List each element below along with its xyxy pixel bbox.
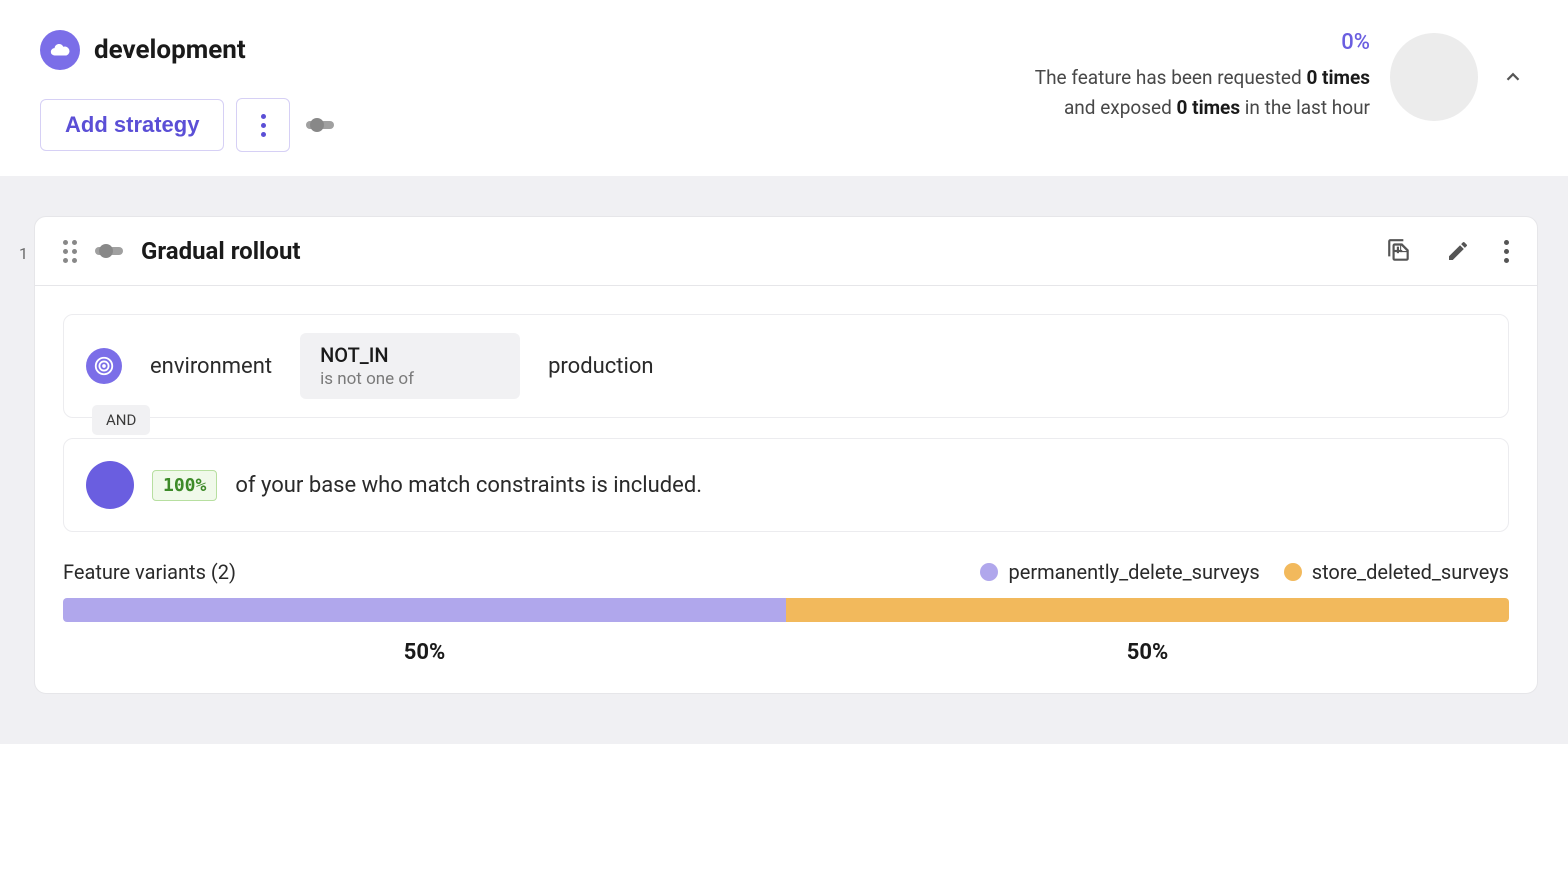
progress-circle [1390,33,1478,121]
strategy-card-body: environment NOT_IN is not one of product… [35,286,1537,693]
variants-title: Feature variants (2) [63,560,236,584]
environment-row: development [40,30,338,70]
rollout-indicator-icon [86,461,134,509]
strategy-header-left: Gradual rollout [63,237,301,265]
header-right: 0% The feature has been requested 0 time… [1035,30,1528,124]
constraint-box: environment NOT_IN is not one of product… [63,314,1509,418]
variant-pct-label: 50% [63,640,786,665]
rollout-box: 100% of your base who match constraints … [63,438,1509,532]
legend-dot-icon [1284,563,1302,581]
rollout-percentage: 100% [152,470,217,501]
header-left: development Add strategy [40,30,338,152]
copy-icon[interactable] [1386,238,1412,264]
strategy-card-header: Gradual rollout [35,217,1537,286]
strategy-card: Gradual rollout [34,216,1538,694]
legend-dot-icon [980,563,998,581]
variants-legend: permanently_delete_surveys store_deleted_… [980,560,1509,584]
legend-label: permanently_delete_surveys [1008,560,1259,584]
environment-header: development Add strategy 0% The feature … [0,0,1568,176]
variant-bar [63,598,1509,622]
exposed-count: 0 times [1177,96,1241,119]
strategy-row: 1 Gradual rollout [10,216,1538,694]
requested-count: 0 times [1306,66,1370,89]
operator-code: NOT_IN [320,343,500,367]
legend-item: permanently_delete_surveys [980,560,1259,584]
variants-header: Feature variants (2) permanently_delete_… [63,560,1509,584]
add-strategy-button[interactable]: Add strategy [40,99,224,151]
variants-section: Feature variants (2) permanently_delete_… [63,560,1509,665]
cloud-icon [40,30,80,70]
collapse-chevron-icon[interactable] [1498,62,1528,92]
variant-pct-label: 50% [786,640,1509,665]
strategy-header-right [1386,238,1509,264]
target-icon [86,348,122,384]
strategy-index: 1 [10,244,28,263]
strategies-area: 1 Gradual rollout [0,176,1568,744]
environment-toggle[interactable] [302,116,338,134]
stats-block: 0% The feature has been requested 0 time… [1035,30,1370,124]
stats-text: The feature has been requested 0 times a… [1035,63,1370,124]
environment-menu-button[interactable] [236,98,290,152]
operator-description: is not one of [320,369,500,389]
constraint-value: production [548,354,653,379]
strategy-menu-icon[interactable] [1504,240,1509,263]
constraint-field: environment [150,354,272,379]
variant-segment [63,598,786,622]
drag-handle-icon[interactable] [63,240,77,263]
variant-segment [786,598,1509,622]
operator-chip: NOT_IN is not one of [300,333,520,399]
strategy-toggle[interactable] [91,242,127,260]
environment-name: development [94,35,246,65]
variant-labels: 50%50% [63,640,1509,665]
controls-row: Add strategy [40,98,338,152]
exposure-percentage: 0% [1035,30,1370,55]
legend-label: store_deleted_surveys [1312,560,1509,584]
edit-icon[interactable] [1446,239,1470,263]
and-badge: AND [92,405,150,435]
legend-item: store_deleted_surveys [1284,560,1509,584]
strategy-title: Gradual rollout [141,237,301,265]
rollout-text: of your base who match constraints is in… [235,473,702,498]
